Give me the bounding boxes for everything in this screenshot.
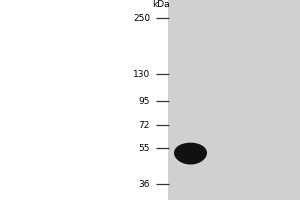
Text: 250: 250 [133, 14, 150, 23]
Text: 95: 95 [139, 97, 150, 106]
FancyBboxPatch shape [168, 0, 300, 200]
Ellipse shape [174, 143, 207, 165]
Text: 55: 55 [139, 144, 150, 153]
Text: 72: 72 [139, 121, 150, 130]
Text: 36: 36 [139, 180, 150, 189]
Text: kDa: kDa [152, 0, 169, 9]
Text: 130: 130 [133, 70, 150, 79]
